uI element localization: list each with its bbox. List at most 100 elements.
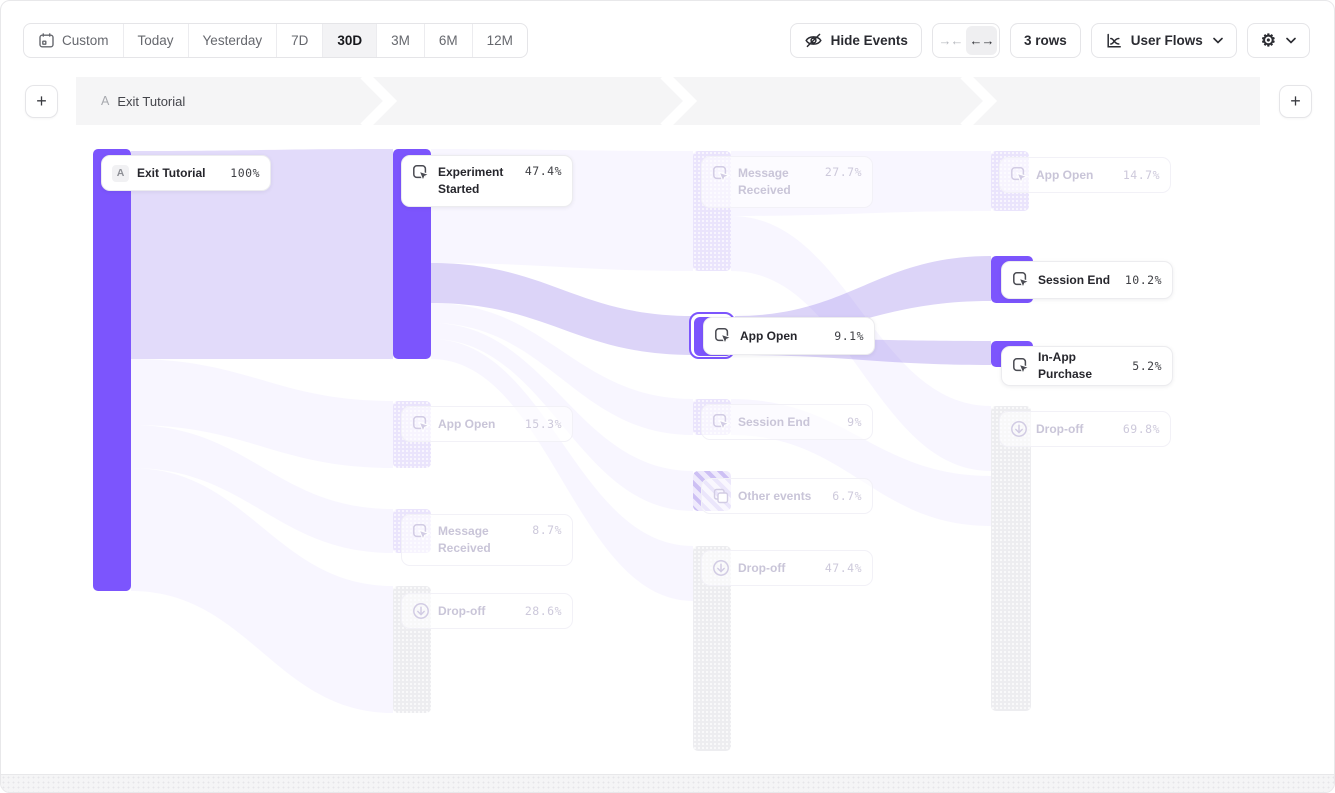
step-a-badge: A [101, 94, 110, 108]
event-icon [412, 415, 431, 433]
node-label: App Open [1036, 167, 1094, 182]
flow-ribbon [131, 425, 393, 553]
node-label: Drop-off [738, 560, 786, 575]
flow-node-bar-exit-tutorial[interactable] [93, 149, 131, 591]
date-range-6m[interactable]: 6M [423, 24, 472, 57]
flow-node-card-in-app-purchase[interactable]: In-App Purchase 5.2% [1001, 346, 1173, 386]
chevron-down-icon [1286, 37, 1296, 44]
flow-node-card-app-open[interactable]: App Open 15.3% [401, 406, 573, 442]
other-events-icon [712, 487, 730, 505]
add-step-right-button[interactable]: + [1279, 85, 1312, 118]
node-label: In-App Purchase [1038, 350, 1093, 381]
node-value: 47.4% [824, 561, 862, 575]
node-label: Experiment Started [438, 165, 504, 196]
rows-button[interactable]: 3 rows [1009, 23, 1081, 58]
date-range-today[interactable]: Today [122, 24, 188, 57]
event-icon [412, 523, 431, 541]
user-flows-icon [1107, 33, 1121, 48]
node-value: 9.1% [834, 329, 864, 343]
node-value: 14.7% [1122, 168, 1160, 182]
node-value: 47.4% [524, 164, 562, 178]
date-range-group: Custom Today Yesterday 7D 30D 3M 6M 12M [23, 23, 528, 58]
flow-node-bar-drop-off[interactable] [991, 406, 1031, 711]
node-value: 15.3% [524, 417, 562, 431]
node-value: 10.2% [1124, 273, 1162, 287]
date-range-30d[interactable]: 30D [322, 24, 377, 57]
event-icon [1012, 357, 1031, 375]
node-label: Drop-off [438, 603, 486, 618]
view-select-button[interactable]: User Flows [1090, 23, 1237, 58]
flow-node-card-other-events[interactable]: Other events 6.7% [701, 478, 873, 514]
node-label: App Open [740, 328, 798, 343]
flow-node-card-app-open[interactable]: App Open 14.7% [999, 157, 1171, 193]
toolbar-right-group: Hide Events →← ←→ 3 rows User Flows ⚙ [789, 23, 1310, 58]
date-range-7d[interactable]: 7D [276, 24, 322, 57]
flow-node-card-session-end[interactable]: Session End 10.2% [1001, 261, 1173, 299]
flow-node-card-exit-tutorial[interactable]: A Exit Tutorial 100% [101, 155, 271, 191]
expand-icon: ←→ [969, 33, 994, 48]
node-label: Drop-off [1036, 421, 1084, 436]
flow-ribbon [431, 339, 693, 601]
calendar-icon [39, 33, 54, 48]
flow-ribbon [131, 359, 393, 468]
node-label: Session End [738, 414, 811, 429]
flow-node-card-session-end[interactable]: Session End 9% [701, 404, 873, 440]
flow-node-card-app-open[interactable]: App Open 9.1% [703, 317, 875, 355]
node-value: 69.8% [1122, 422, 1160, 436]
node-badge: A [112, 164, 129, 182]
eye-off-icon [804, 33, 822, 48]
node-value: 6.7% [832, 489, 862, 503]
toolbar: Custom Today Yesterday 7D 30D 3M 6M 12M … [1, 1, 1334, 71]
node-label: Exit Tutorial [137, 165, 206, 180]
date-range-12m[interactable]: 12M [471, 24, 527, 57]
event-icon [1012, 271, 1031, 289]
event-icon [412, 164, 431, 182]
node-label: Session End [1038, 272, 1111, 287]
event-icon [712, 413, 731, 431]
hide-events-button[interactable]: Hide Events [789, 23, 922, 58]
flow-node-card-drop-off[interactable]: Drop-off 28.6% [401, 593, 573, 629]
collapse-columns-button[interactable]: →← [935, 26, 966, 55]
date-range-custom[interactable]: Custom [24, 24, 123, 57]
settings-button[interactable]: ⚙ [1246, 23, 1310, 58]
node-label: Other events [738, 488, 812, 503]
drop-off-icon [412, 602, 430, 620]
node-value: 100% [230, 166, 260, 180]
flow-node-card-message-received[interactable]: Message Received 8.7% [401, 514, 573, 566]
node-value: 28.6% [524, 604, 562, 618]
drop-off-icon [1010, 420, 1028, 438]
chevron-down-icon [1212, 37, 1223, 44]
drop-off-icon [712, 559, 730, 577]
event-icon [1010, 166, 1029, 184]
date-range-3m[interactable]: 3M [376, 24, 424, 57]
flow-node-card-experiment-started[interactable]: Experiment Started 47.4% [401, 155, 573, 207]
flow-ribbon [431, 303, 693, 435]
node-value: 8.7% [532, 523, 562, 537]
flow-node-card-drop-off[interactable]: Drop-off 47.4% [701, 550, 873, 586]
node-value: 5.2% [1132, 359, 1162, 373]
flow-ribbon [131, 149, 393, 359]
flow-ribbon [431, 263, 693, 355]
date-range-yesterday[interactable]: Yesterday [187, 24, 277, 57]
flow-canvas: A Exit Tutorial 100% Experiment Started 47.4… [1, 125, 1334, 775]
expand-columns-button[interactable]: ←→ [965, 26, 997, 55]
node-label: Message Received [738, 166, 791, 197]
step-band-chevrons [360, 77, 998, 125]
footer-strip [1, 774, 1334, 792]
node-value: 27.7% [824, 165, 862, 179]
collapse-icon: →← [938, 33, 963, 48]
flow-node-card-message-received[interactable]: Message Received 27.7% [701, 156, 873, 208]
gear-icon: ⚙ [1260, 31, 1276, 50]
step-a-label[interactable]: A Exit Tutorial [101, 93, 186, 109]
node-label: Message Received [438, 524, 491, 555]
add-step-left-button[interactable]: + [25, 85, 58, 118]
node-value: 9% [847, 415, 862, 429]
event-icon [714, 327, 733, 345]
flow-ribbon [131, 468, 393, 713]
step-band: + A Exit Tutorial + [1, 77, 1334, 125]
event-icon [712, 165, 731, 183]
flow-node-card-drop-off[interactable]: Drop-off 69.8% [999, 411, 1171, 447]
date-range-label: Custom [62, 33, 109, 48]
